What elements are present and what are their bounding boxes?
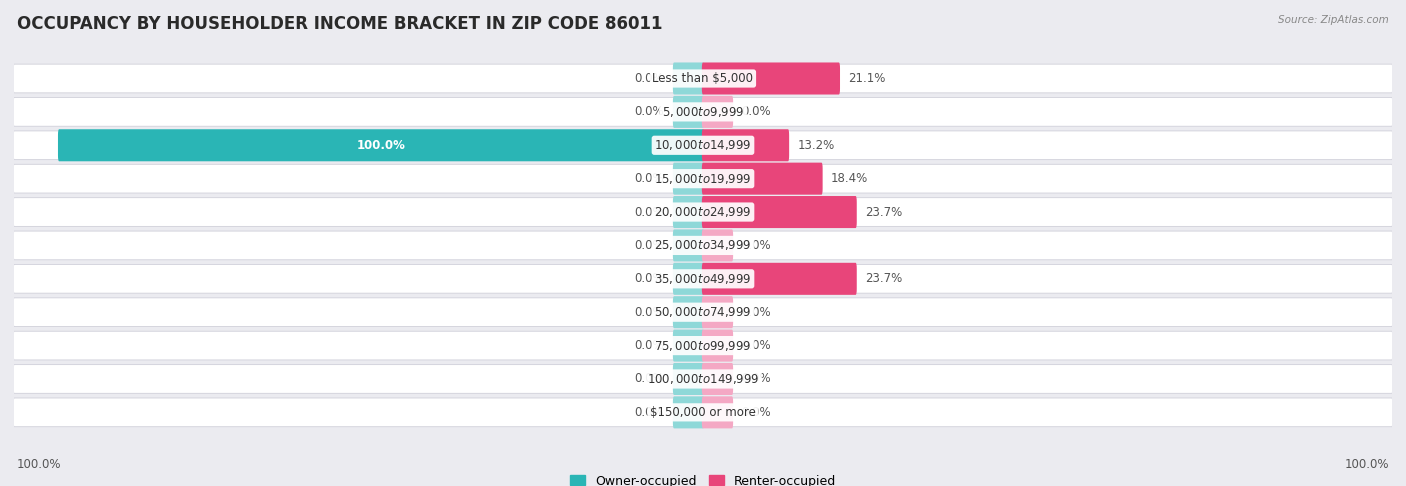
FancyBboxPatch shape <box>702 363 733 395</box>
Text: 23.7%: 23.7% <box>865 272 903 285</box>
Text: $15,000 to $19,999: $15,000 to $19,999 <box>654 172 752 186</box>
Text: 0.0%: 0.0% <box>634 239 665 252</box>
FancyBboxPatch shape <box>702 196 856 228</box>
FancyBboxPatch shape <box>14 131 1392 159</box>
Text: 0.0%: 0.0% <box>634 339 665 352</box>
Text: 0.0%: 0.0% <box>741 306 772 319</box>
FancyBboxPatch shape <box>673 296 704 328</box>
Text: 23.7%: 23.7% <box>865 206 903 219</box>
Text: 100.0%: 100.0% <box>1344 458 1389 470</box>
FancyBboxPatch shape <box>14 398 1392 427</box>
FancyBboxPatch shape <box>702 229 733 261</box>
FancyBboxPatch shape <box>673 96 704 128</box>
Text: 0.0%: 0.0% <box>741 372 772 385</box>
FancyBboxPatch shape <box>702 163 823 195</box>
FancyBboxPatch shape <box>14 231 1392 260</box>
Text: 0.0%: 0.0% <box>634 272 665 285</box>
Text: Less than $5,000: Less than $5,000 <box>652 72 754 85</box>
Text: $35,000 to $49,999: $35,000 to $49,999 <box>654 272 752 286</box>
FancyBboxPatch shape <box>673 163 704 195</box>
FancyBboxPatch shape <box>702 63 839 94</box>
Text: 13.2%: 13.2% <box>797 139 835 152</box>
Text: 100.0%: 100.0% <box>357 139 405 152</box>
Text: 0.0%: 0.0% <box>634 406 665 419</box>
Text: $50,000 to $74,999: $50,000 to $74,999 <box>654 305 752 319</box>
Text: Source: ZipAtlas.com: Source: ZipAtlas.com <box>1278 15 1389 25</box>
FancyBboxPatch shape <box>14 98 1392 126</box>
FancyBboxPatch shape <box>14 164 1392 193</box>
Text: $100,000 to $149,999: $100,000 to $149,999 <box>647 372 759 386</box>
FancyBboxPatch shape <box>673 196 704 228</box>
FancyBboxPatch shape <box>702 330 733 362</box>
FancyBboxPatch shape <box>673 263 704 295</box>
Text: 100.0%: 100.0% <box>17 458 62 470</box>
FancyBboxPatch shape <box>14 331 1392 360</box>
Legend: Owner-occupied, Renter-occupied: Owner-occupied, Renter-occupied <box>565 469 841 486</box>
FancyBboxPatch shape <box>702 397 733 428</box>
Text: 0.0%: 0.0% <box>634 105 665 119</box>
FancyBboxPatch shape <box>14 298 1392 327</box>
FancyBboxPatch shape <box>14 264 1392 293</box>
Text: 18.4%: 18.4% <box>831 172 869 185</box>
Text: 21.1%: 21.1% <box>848 72 886 85</box>
FancyBboxPatch shape <box>58 129 704 161</box>
Text: $5,000 to $9,999: $5,000 to $9,999 <box>662 105 744 119</box>
Text: $150,000 or more: $150,000 or more <box>650 406 756 419</box>
Text: 0.0%: 0.0% <box>741 105 772 119</box>
FancyBboxPatch shape <box>673 397 704 428</box>
Text: $10,000 to $14,999: $10,000 to $14,999 <box>654 139 752 152</box>
Text: 0.0%: 0.0% <box>741 339 772 352</box>
FancyBboxPatch shape <box>702 96 733 128</box>
FancyBboxPatch shape <box>14 364 1392 393</box>
Text: OCCUPANCY BY HOUSEHOLDER INCOME BRACKET IN ZIP CODE 86011: OCCUPANCY BY HOUSEHOLDER INCOME BRACKET … <box>17 15 662 33</box>
Text: 0.0%: 0.0% <box>634 306 665 319</box>
FancyBboxPatch shape <box>673 63 704 94</box>
Text: 0.0%: 0.0% <box>634 172 665 185</box>
Text: 0.0%: 0.0% <box>634 372 665 385</box>
Text: 0.0%: 0.0% <box>634 206 665 219</box>
FancyBboxPatch shape <box>14 64 1392 93</box>
FancyBboxPatch shape <box>14 198 1392 226</box>
FancyBboxPatch shape <box>702 129 789 161</box>
FancyBboxPatch shape <box>702 263 856 295</box>
FancyBboxPatch shape <box>673 363 704 395</box>
Text: 0.0%: 0.0% <box>741 406 772 419</box>
Text: $20,000 to $24,999: $20,000 to $24,999 <box>654 205 752 219</box>
Text: 0.0%: 0.0% <box>741 239 772 252</box>
Text: $75,000 to $99,999: $75,000 to $99,999 <box>654 339 752 352</box>
FancyBboxPatch shape <box>673 330 704 362</box>
Text: 0.0%: 0.0% <box>634 72 665 85</box>
FancyBboxPatch shape <box>673 229 704 261</box>
FancyBboxPatch shape <box>702 296 733 328</box>
Text: $25,000 to $34,999: $25,000 to $34,999 <box>654 239 752 252</box>
